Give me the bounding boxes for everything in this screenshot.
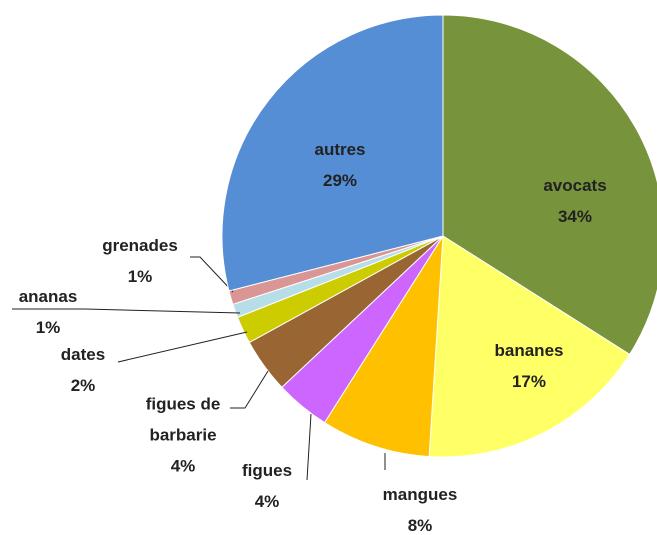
category-label: figues de barbarie bbox=[145, 394, 221, 445]
category-label: mangues bbox=[382, 485, 458, 504]
value-label: 4% bbox=[170, 456, 196, 476]
value-label: 2% bbox=[70, 376, 96, 395]
slice-label: dates 2% bbox=[61, 339, 105, 401]
category-label: figues bbox=[241, 461, 293, 480]
leader-line bbox=[190, 256, 234, 293]
category-label: grenades bbox=[102, 236, 178, 255]
pie-slice bbox=[323, 235, 444, 458]
leader-line bbox=[117, 331, 248, 363]
slice-label: autres 29% bbox=[314, 134, 365, 196]
category-label: avocats bbox=[543, 176, 607, 195]
category-label: ananas bbox=[18, 287, 78, 306]
leader-line bbox=[12, 308, 241, 314]
category-label: bananes bbox=[494, 341, 564, 360]
value-label: 4% bbox=[254, 492, 280, 511]
slice-label: mangues 8% bbox=[383, 479, 458, 535]
value-label: 29% bbox=[322, 171, 358, 190]
value-label: 8% bbox=[407, 516, 433, 535]
category-label: dates bbox=[60, 345, 106, 364]
slice-label: figues 4% bbox=[242, 455, 292, 517]
category-label: autres bbox=[314, 140, 366, 159]
leader-line bbox=[230, 370, 269, 409]
value-label: 34% bbox=[557, 207, 593, 226]
slice-label: grenades 1% bbox=[102, 230, 178, 292]
value-label: 17% bbox=[511, 372, 547, 391]
value-label: 1% bbox=[35, 318, 61, 337]
slice-label: bananes 17% bbox=[495, 335, 564, 397]
slice-label: figues de barbarie 4% bbox=[133, 389, 233, 482]
pie-slice bbox=[428, 235, 631, 458]
leader-line bbox=[306, 413, 312, 481]
slice-label: avocats 34% bbox=[543, 170, 606, 232]
value-label: 1% bbox=[127, 267, 153, 286]
pie-slice bbox=[221, 14, 444, 292]
slice-label: ananas 1% bbox=[19, 281, 78, 343]
